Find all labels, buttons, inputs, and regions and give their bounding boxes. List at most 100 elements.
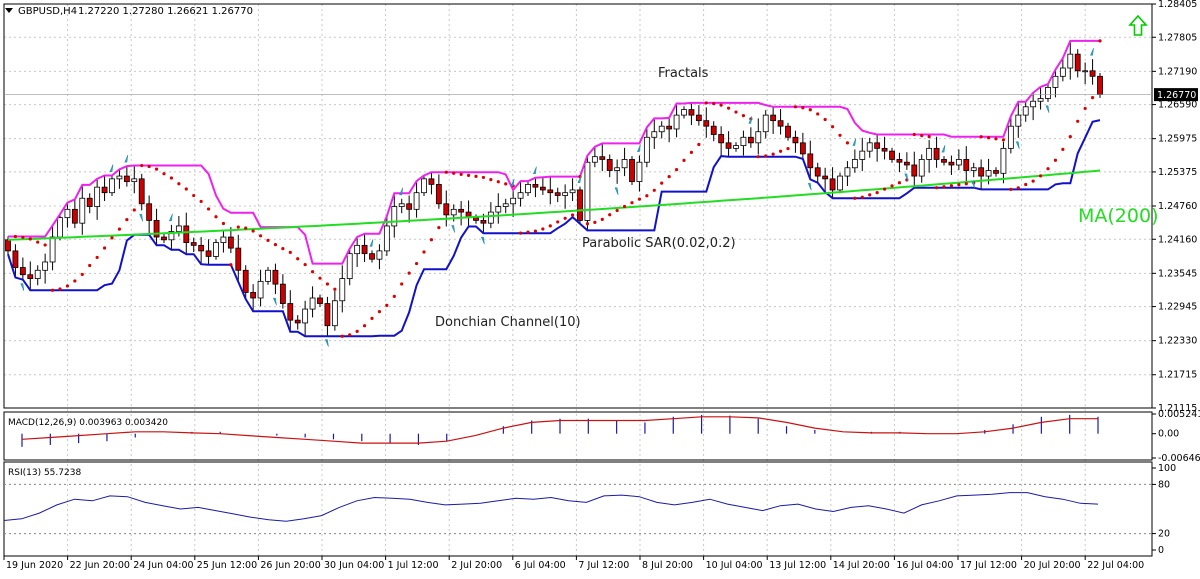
fractal-down-marker xyxy=(904,173,909,182)
candle-body xyxy=(146,203,153,221)
sar-dot xyxy=(206,207,211,211)
sar-dot xyxy=(630,201,634,205)
candle-body xyxy=(346,253,353,279)
dropdown-triangle-icon[interactable] xyxy=(5,8,13,13)
sar-dot xyxy=(860,195,864,199)
candle-body xyxy=(948,161,955,166)
sar-dot xyxy=(162,172,166,176)
sar-dot xyxy=(1061,147,1065,152)
candle-body xyxy=(532,183,539,188)
candle-body xyxy=(265,269,271,282)
sar-dot xyxy=(21,235,25,239)
time-tick-label: 24 Jun 04:00 xyxy=(133,560,193,571)
candle-body xyxy=(495,206,502,213)
time-tick-label: 8 Jul 20:00 xyxy=(642,560,693,571)
candle-body xyxy=(688,109,695,116)
sar-dot xyxy=(1038,174,1043,178)
sar-dot xyxy=(689,150,694,154)
sar-dot xyxy=(80,272,84,277)
sar-dot xyxy=(1076,119,1080,123)
time-tick-label: 22 Jul 04:00 xyxy=(1087,560,1144,571)
sar-dot xyxy=(563,216,567,220)
sar-dot xyxy=(920,133,924,138)
price-tick-label: 1.23545 xyxy=(1158,268,1197,279)
sar-dot xyxy=(615,208,619,213)
candle-body xyxy=(740,136,747,146)
price-tick-label: 1.27190 xyxy=(1158,66,1197,77)
sar-dot xyxy=(875,191,879,195)
candle-body xyxy=(1082,70,1089,73)
candle-body xyxy=(666,125,673,130)
sar-dot xyxy=(1009,187,1013,191)
sar-dot xyxy=(934,186,939,190)
sar-dot xyxy=(570,213,575,217)
candle-body xyxy=(1030,100,1037,108)
candle-body xyxy=(1067,53,1074,69)
sar-dot xyxy=(251,229,255,233)
fractal-down-marker xyxy=(614,187,619,195)
time-tick-label: 17 Jul 12:00 xyxy=(960,560,1017,571)
sar-dot xyxy=(303,262,307,267)
donchian-annotation: Donchian Channel(10) xyxy=(435,315,581,330)
sar-dot xyxy=(444,170,448,174)
candle-body xyxy=(213,242,219,257)
candle-body xyxy=(814,167,821,177)
sar-dot xyxy=(823,117,827,122)
sar-dot xyxy=(489,178,493,182)
sar-dot xyxy=(258,234,263,238)
candle-body xyxy=(398,203,405,207)
candle-body xyxy=(792,136,799,144)
sar-dot xyxy=(890,184,894,188)
candle-body xyxy=(190,242,197,246)
fractal-up-marker xyxy=(510,178,515,187)
fractal-down-marker xyxy=(1015,141,1020,149)
sar-dot xyxy=(192,193,196,198)
time-tick-label: 14 Jul 20:00 xyxy=(833,560,890,571)
candle-body xyxy=(361,244,368,255)
time-tick-label: 2 Jul 20:00 xyxy=(451,560,502,571)
candle-body xyxy=(309,297,316,310)
candle-body xyxy=(428,178,435,185)
candle-body xyxy=(673,114,680,130)
sar-dot xyxy=(229,263,233,267)
sar-dot xyxy=(392,294,396,299)
time-tick-label: 7 Jul 12:00 xyxy=(578,560,629,571)
candle-body xyxy=(317,297,323,304)
fractal-down-marker xyxy=(272,297,277,306)
candle-body xyxy=(1015,114,1022,127)
sar-dot xyxy=(318,276,322,280)
candle-body xyxy=(376,250,383,260)
candle-body xyxy=(480,220,487,224)
sar-dot xyxy=(1098,39,1102,43)
candle-body xyxy=(86,197,93,207)
sar-dot xyxy=(221,221,226,226)
candle-body xyxy=(681,109,687,116)
candle-body xyxy=(785,125,791,138)
candle-body xyxy=(168,231,175,241)
sar-dot xyxy=(741,114,746,118)
candle-body xyxy=(658,125,665,133)
sar-dot xyxy=(102,246,107,250)
svg-text:1.26770: 1.26770 xyxy=(1157,90,1196,101)
candle-body xyxy=(718,134,725,144)
candle-body xyxy=(755,131,762,144)
candle-body xyxy=(138,178,145,205)
price-axis: 1.28405 1.27805 1.27190 1.26590 1.25975 1.253… xyxy=(1152,0,1200,556)
time-tick-label: 1 Jul 12:00 xyxy=(388,560,439,571)
candle-body xyxy=(621,159,628,169)
sar-dot xyxy=(764,154,768,158)
sar-dot xyxy=(385,303,389,307)
candle-body xyxy=(34,269,41,279)
fractal-up-marker xyxy=(399,187,404,196)
sar-dot xyxy=(296,257,300,261)
candle-body xyxy=(1089,70,1096,77)
macd-panel xyxy=(21,414,1099,447)
candle-body xyxy=(131,178,138,183)
candle-body xyxy=(279,283,286,304)
sar-dot xyxy=(1016,186,1020,190)
price-tick-label: 1.22945 xyxy=(1158,302,1197,313)
time-tick-label: 26 Jun 20:00 xyxy=(260,560,320,571)
sar-dot xyxy=(541,227,545,231)
